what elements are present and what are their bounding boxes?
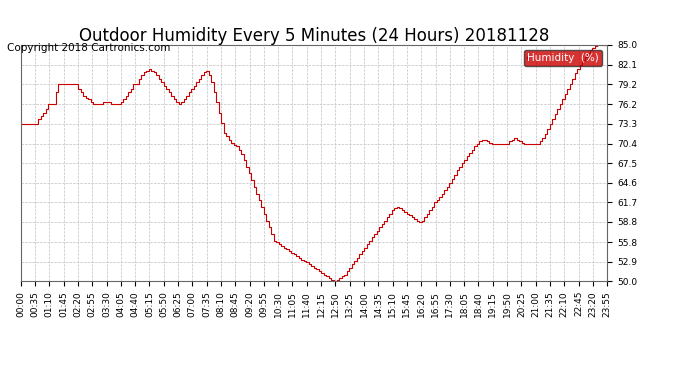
Text: Copyright 2018 Cartronics.com: Copyright 2018 Cartronics.com [7, 43, 170, 52]
Title: Outdoor Humidity Every 5 Minutes (24 Hours) 20181128: Outdoor Humidity Every 5 Minutes (24 Hou… [79, 27, 549, 45]
Legend: Humidity  (%): Humidity (%) [524, 50, 602, 66]
